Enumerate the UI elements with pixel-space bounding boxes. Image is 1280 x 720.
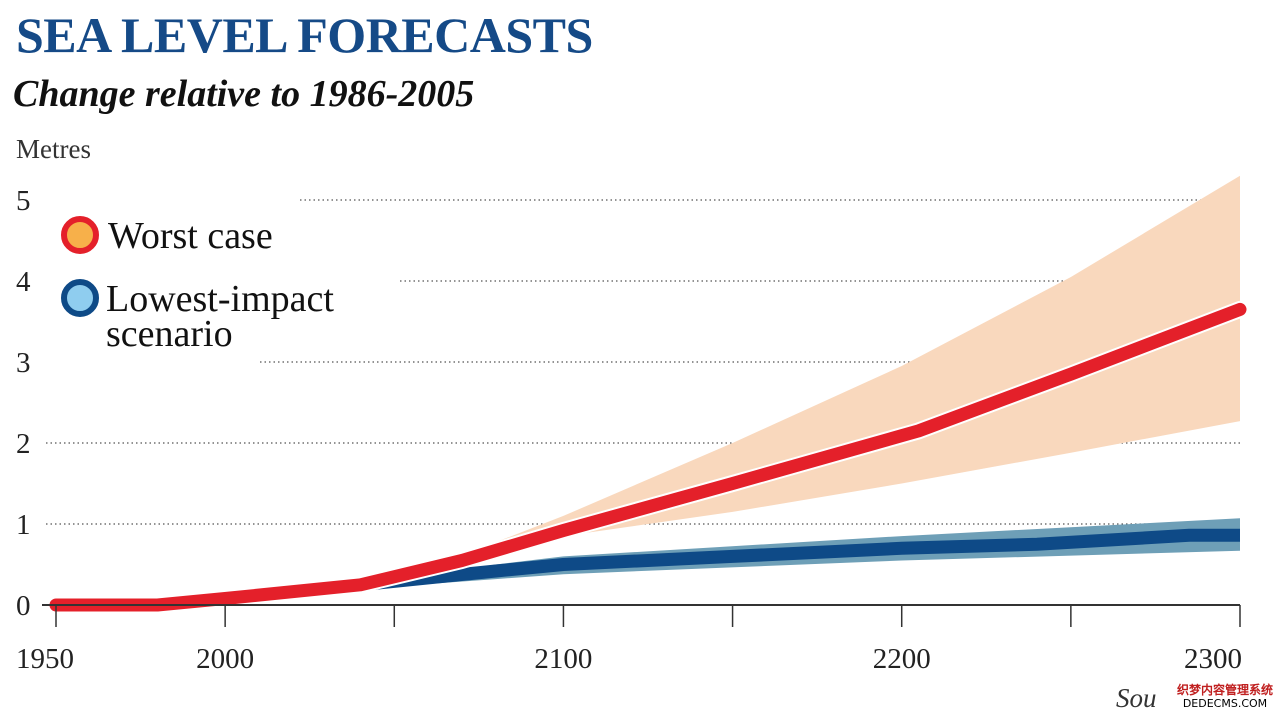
x-tick-label-1950: 1950 [16,643,74,675]
legend-lowest-impact-label-line-1: Lowest-impact [106,278,334,320]
tick-labels: 0 1 2 3 4 5 Metres 1950 2000 2100 2200 2300 [16,134,1242,675]
y-axis-unit-label: Metres [16,134,91,164]
x-tick-label-2100: 2100 [534,643,592,675]
legend-lowest-impact-marker [61,279,99,317]
legend-lowest-impact-label-line-2: scenario [106,313,233,355]
x-tick-label-2000: 2000 [196,643,254,675]
legend-worst-case-label: Worst case [108,215,273,257]
chart-title: SEA LEVEL FORECASTS [16,7,593,63]
worst-case-line [49,302,1247,612]
legend-worst-case-marker [61,216,99,254]
axes [42,604,1241,627]
y-tick-label-4: 4 [16,266,31,298]
watermark-logo: 织梦内容管理系统 DEDECMS.COM [1170,684,1280,720]
y-tick-label-1: 1 [16,509,31,541]
lowest-impact-line [359,528,1240,592]
y-tick-label-5: 5 [16,185,31,217]
uncertainty-bands [360,175,1241,589]
x-tick-label-2300: 2300 [1184,643,1242,675]
y-tick-label-3: 3 [16,347,31,379]
series-lines [47,300,1249,614]
watermark-line-2: DEDECMS.COM [1182,697,1268,710]
watermark-line-1: 织梦内容管理系统 [1176,683,1273,697]
x-tick-label-2200: 2200 [873,643,931,675]
y-tick-label-0: 0 [16,590,31,622]
worst-case-range-band [428,175,1241,569]
y-tick-label-2: 2 [16,428,31,460]
source-note: Sou [1116,683,1157,713]
chart-subtitle: Change relative to 1986-2005 [13,73,475,115]
